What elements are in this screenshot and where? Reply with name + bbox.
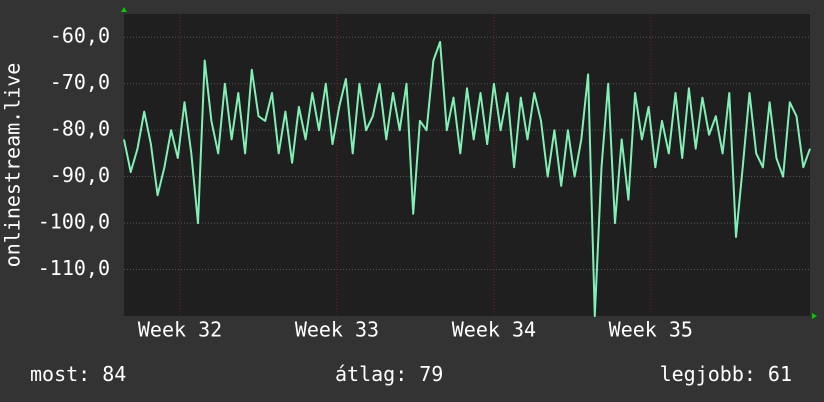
y-axis-label: onlinestream.live [1, 63, 25, 268]
stat-label: legjobb: [660, 362, 756, 386]
x-tick-label: Week 33 [295, 318, 379, 342]
stat-label: most: [30, 362, 90, 386]
stat-value: 84 [102, 362, 126, 386]
y-tick-label: -110,0 [38, 256, 110, 280]
stat: legjobb: 61 [660, 362, 792, 386]
y-tick-label: -70,0 [50, 70, 110, 94]
stat: átlag: 79 [335, 362, 443, 386]
stat-value: 79 [419, 362, 443, 386]
y-tick-label: -60,0 [50, 24, 110, 48]
x-tick-label: Week 34 [452, 318, 536, 342]
stat-value: 61 [768, 362, 792, 386]
axis-arrow [121, 7, 127, 12]
stat: most: 84 [30, 362, 126, 386]
y-tick-label: -100,0 [38, 210, 110, 234]
data-line [123, 40, 811, 317]
y-tick-label: -80,0 [50, 117, 110, 141]
y-tick-label: -90,0 [50, 163, 110, 187]
axis-arrow [812, 313, 817, 319]
plot-area [124, 14, 810, 316]
x-tick-label: Week 32 [138, 318, 222, 342]
x-tick-label: Week 35 [609, 318, 693, 342]
stat-label: átlag: [335, 362, 407, 386]
